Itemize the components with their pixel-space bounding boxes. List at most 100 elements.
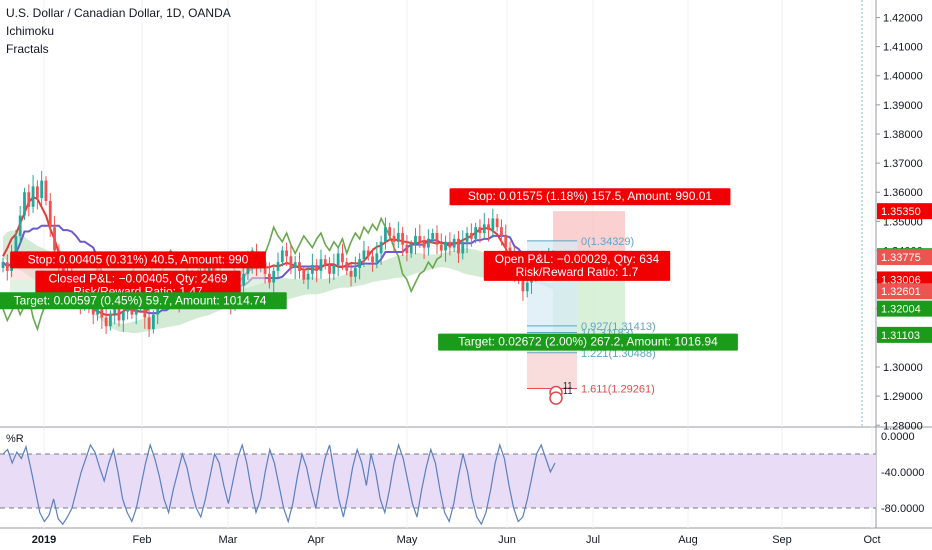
price-tick-label: 1.30000 (883, 362, 923, 374)
candle-body (401, 233, 405, 245)
candle-body (371, 256, 374, 263)
target-label-1-bg (0, 292, 287, 310)
candle-body (104, 317, 108, 327)
candle-body (280, 250, 284, 263)
candle-body (117, 308, 121, 321)
candle-body (100, 302, 104, 318)
candle-body (384, 227, 387, 242)
price-tick-label: 1.40000 (883, 71, 923, 83)
candle-body (23, 192, 26, 216)
candle-body (268, 273, 271, 283)
candle-body (418, 235, 422, 242)
price-badge (877, 203, 932, 220)
price-badge-text: 1.32004 (881, 304, 921, 316)
time-tick-label: May (397, 534, 418, 546)
candle-body (40, 180, 44, 199)
fib-label: 0.927(1.31413) (581, 321, 656, 333)
candle-body (14, 235, 18, 257)
cloud-fill (3, 230, 553, 334)
candle-body (328, 265, 331, 274)
price-badge-text: 1.33775 (881, 252, 921, 264)
candle-body (379, 241, 383, 254)
fib-label: 0(1.34329) (581, 236, 634, 248)
candle-body (439, 244, 443, 251)
symbol-title[interactable]: U.S. Dollar / Canadian Dollar, 1D, OANDA (6, 6, 231, 20)
event-count: 11 (563, 381, 572, 391)
candle-body (504, 235, 508, 248)
candle-body (44, 180, 48, 201)
candle-body (392, 235, 396, 242)
candle-body (35, 186, 39, 199)
candle-body (272, 270, 276, 283)
price-tick-label: 1.39000 (883, 100, 923, 112)
candle-body (448, 241, 452, 248)
candle-body (302, 270, 306, 280)
candle-body (345, 262, 349, 271)
event-flag-icon (549, 391, 563, 405)
fib-label: 1.221(1.30488) (581, 348, 656, 360)
candle-body (285, 250, 288, 257)
osc-title: %R (6, 433, 24, 445)
candle-body (1, 262, 5, 268)
price-tick-label: 1.41000 (883, 42, 923, 54)
time-tick-label: Apr (307, 534, 324, 546)
candle-body (323, 259, 327, 266)
candle-body (521, 279, 525, 292)
candle-body (91, 308, 95, 315)
candle-body (315, 265, 319, 271)
candle-body (48, 200, 52, 228)
candle-body (113, 308, 117, 315)
price-tick-label: 1.37000 (883, 158, 923, 170)
price-badge-text: 1.31103 (881, 330, 920, 342)
time-tick-label: Mar (219, 534, 238, 546)
candle-body (121, 311, 125, 321)
candle-body (482, 224, 486, 234)
time-tick-label: Oct (863, 534, 880, 546)
candle-body (362, 250, 366, 260)
candle-body (431, 233, 435, 239)
osc-tick-label: 0.0000 (881, 431, 915, 443)
indicator-fractals[interactable]: Fractals (6, 42, 49, 56)
candle-body (426, 238, 430, 248)
candle-body (405, 244, 409, 254)
price-tick-label: 1.38000 (883, 129, 923, 141)
fib-label: 1.611(1.29261) (581, 384, 655, 396)
target-label-2-text: Target: 0.02672 (2.00%) 267.2, Amount: 1… (458, 335, 718, 349)
candle-body (422, 241, 426, 248)
target-label-1-text: Target: 0.00597 (0.45%) 59.7, Amount: 10… (14, 293, 267, 307)
candle-body (461, 241, 465, 254)
candle-body (276, 262, 280, 271)
candle-body (396, 233, 400, 242)
time-tick-label: 2019 (32, 534, 56, 546)
candle-body (469, 233, 473, 239)
target-label-2-bg (438, 333, 738, 351)
candle-body (435, 233, 439, 245)
candle-body (242, 273, 246, 286)
candle-body (358, 259, 362, 268)
candle-body (457, 238, 460, 254)
price-tick-label: 1.35000 (883, 216, 923, 228)
price-badge (877, 283, 932, 300)
candle-body (525, 282, 529, 292)
candle-body (388, 227, 392, 236)
price-badge-text: 1.32601 (881, 286, 921, 298)
indicator-ichimoku[interactable]: Ichimoku (6, 24, 55, 38)
osc-line (2, 442, 556, 526)
candle-body (491, 218, 495, 231)
candle-body (5, 262, 9, 271)
stop-label-1-bg (10, 251, 266, 269)
stop-label-2-text: Stop: 0.01575 (1.18%) 157.5, Amount: 990… (468, 189, 713, 203)
candle-body (495, 218, 499, 228)
candle-body (332, 265, 336, 274)
candle-body (353, 267, 357, 277)
stop-label-1-text: Stop: 0.00405 (0.31%) 40.5, Amount: 990 (28, 252, 249, 266)
stop-label-2-bg (449, 188, 731, 206)
price-badge (877, 249, 932, 266)
candle-body (151, 314, 155, 330)
fib-levels: 0(1.34329)0.927(1.31413)1(1.31183)1.221(… (527, 236, 656, 396)
candle-body (465, 233, 469, 242)
candle-body (414, 235, 417, 245)
closed-pnl-label-text: Closed P&L: −0.00405, Qty: 2469 (48, 272, 227, 286)
candle-body (319, 259, 323, 271)
